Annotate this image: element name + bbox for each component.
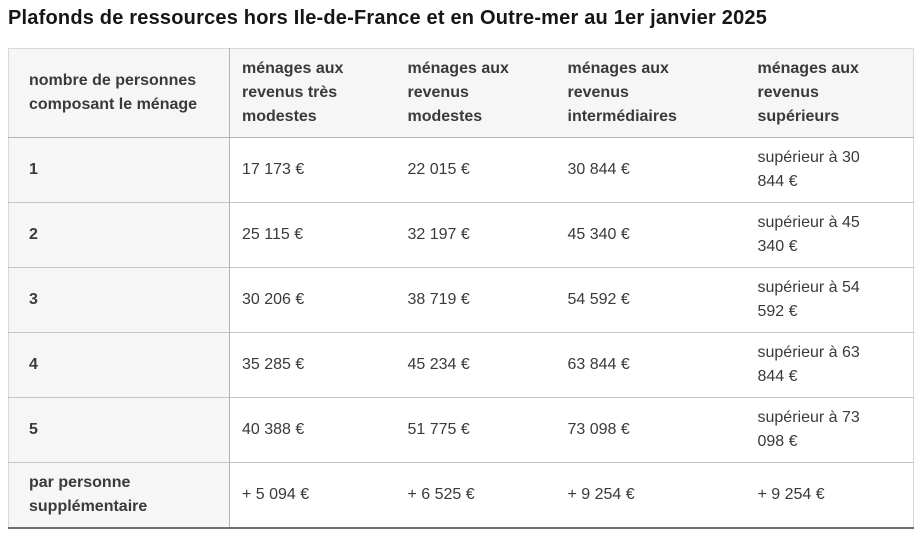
value-cell: supérieur à 45 340 € bbox=[745, 202, 914, 268]
value-cell: 30 206 € bbox=[229, 267, 396, 333]
value-text: supérieur à 54 592 € bbox=[757, 279, 860, 320]
value-cell: 30 844 € bbox=[555, 137, 746, 203]
row-header-cell: 5 bbox=[8, 397, 230, 463]
value-cell: 45 340 € bbox=[555, 202, 746, 268]
value-cell: 38 719 € bbox=[395, 267, 556, 333]
value-cell: 63 844 € bbox=[555, 332, 746, 398]
header-row: nombre de personnes composant le ménage m… bbox=[8, 48, 914, 138]
table-row: par personne supplémentaire + 5 094 € + 6 … bbox=[8, 462, 914, 528]
row-header-cell: par personne supplémentaire bbox=[8, 462, 230, 528]
value-cell: + 5 094 € bbox=[229, 462, 396, 528]
column-header-label: ménages aux revenus intermédiaires bbox=[567, 60, 677, 125]
value-cell: + 6 525 € bbox=[395, 462, 556, 528]
column-header-label: ménages aux revenus modestes bbox=[407, 60, 509, 125]
value-cell: 35 285 € bbox=[229, 332, 396, 398]
value-text: supérieur à 45 340 € bbox=[757, 214, 860, 255]
value-cell: + 9 254 € bbox=[555, 462, 746, 528]
value-cell: 25 115 € bbox=[229, 202, 396, 268]
column-header: nombre de personnes composant le ménage bbox=[8, 48, 230, 138]
table-row: 1 17 173 €22 015 €30 844 € supérieur à 30 … bbox=[8, 137, 914, 203]
table-body: 1 17 173 €22 015 €30 844 € supérieur à 30 … bbox=[8, 137, 914, 528]
value-cell: 40 388 € bbox=[229, 397, 396, 463]
column-header: ménages aux revenus supérieurs bbox=[745, 48, 914, 138]
column-header: ménages aux revenus très modestes bbox=[229, 48, 396, 138]
value-cell: 45 234 € bbox=[395, 332, 556, 398]
row-header-cell: 1 bbox=[8, 137, 230, 203]
value-text: supérieur à 63 844 € bbox=[757, 344, 860, 385]
column-header-label: ménages aux revenus très modestes bbox=[242, 60, 344, 125]
value-cell: supérieur à 30 844 € bbox=[745, 137, 914, 203]
value-cell: 73 098 € bbox=[555, 397, 746, 463]
row-header-cell: 3 bbox=[8, 267, 230, 333]
column-header-label: nombre de personnes composant le ménage bbox=[29, 72, 198, 113]
table-row: 3 30 206 €38 719 €54 592 € supérieur à 54 … bbox=[8, 267, 914, 333]
value-cell: supérieur à 54 592 € bbox=[745, 267, 914, 333]
table-header: nombre de personnes composant le ménage m… bbox=[8, 48, 914, 138]
value-text: supérieur à 30 844 € bbox=[757, 149, 860, 190]
column-header-label: ménages aux revenus supérieurs bbox=[757, 60, 859, 125]
value-cell: supérieur à 63 844 € bbox=[745, 332, 914, 398]
value-cell: 51 775 € bbox=[395, 397, 556, 463]
value-cell: 32 197 € bbox=[395, 202, 556, 268]
resources-table: nombre de personnes composant le ménage m… bbox=[8, 48, 914, 529]
column-header: ménages aux revenus modestes bbox=[395, 48, 556, 138]
value-cell: 17 173 € bbox=[229, 137, 396, 203]
resources-table-wrapper: nombre de personnes composant le ménage m… bbox=[8, 48, 914, 529]
value-text: supérieur à 73 098 € bbox=[757, 409, 860, 450]
value-cell: + 9 254 € bbox=[745, 462, 914, 528]
value-cell: supérieur à 73 098 € bbox=[745, 397, 914, 463]
table-row: 5 40 388 €51 775 €73 098 € supérieur à 73 … bbox=[8, 397, 914, 463]
value-cell: 54 592 € bbox=[555, 267, 746, 333]
column-header: ménages aux revenus intermédiaires bbox=[555, 48, 746, 138]
value-cell: 22 015 € bbox=[395, 137, 556, 203]
page-title: Plafonds de ressources hors Ile-de-Franc… bbox=[8, 7, 768, 29]
table-row: 2 25 115 €32 197 €45 340 € supérieur à 45 … bbox=[8, 202, 914, 268]
row-header-cell: 2 bbox=[8, 202, 230, 268]
table-row: 4 35 285 €45 234 €63 844 € supérieur à 63 … bbox=[8, 332, 914, 398]
row-header-cell: 4 bbox=[8, 332, 230, 398]
